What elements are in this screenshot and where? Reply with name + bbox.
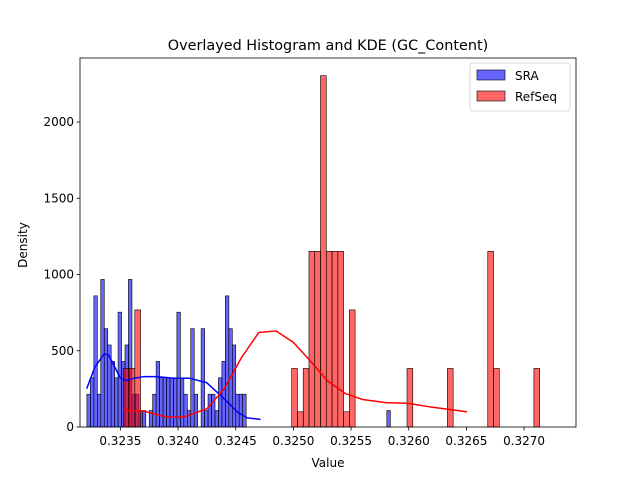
x-axis-label: Value <box>312 456 345 470</box>
refseq-bar <box>533 368 540 428</box>
refseq-bar <box>302 368 310 428</box>
sra-bar <box>225 295 230 428</box>
sra-bar <box>86 393 91 428</box>
x-tick-label: 0.3245 <box>215 434 257 448</box>
refseq-bar <box>343 411 350 428</box>
sra-bar <box>100 279 105 428</box>
x-tick-label: 0.3260 <box>388 434 430 448</box>
sra-bar <box>207 393 212 428</box>
sra-bar <box>117 311 122 428</box>
refseq-bar <box>297 411 304 428</box>
axes-layer: 0.3235 0.3240 0.3245 0.3250 0.3255 0.3260 0.32… <box>43 57 577 448</box>
refseq-bar <box>487 251 494 428</box>
refseq-bar <box>122 368 130 428</box>
x-tick-label: 0.3270 <box>503 434 545 448</box>
sra-bar <box>176 311 181 428</box>
legend-swatch-refseq <box>476 90 506 102</box>
legend-label-sra: SRA <box>515 69 539 83</box>
refseq-bar <box>134 309 141 428</box>
sra-bar <box>169 377 174 428</box>
x-tick-label: 0.3235 <box>99 434 141 448</box>
x-tick-label: 0.3265 <box>445 434 487 448</box>
y-tick-label: 1000 <box>43 268 74 282</box>
x-tick-label: 0.3250 <box>272 434 314 448</box>
sra-kde-line <box>86 353 261 421</box>
sra-bar <box>386 410 391 428</box>
refseq-bars <box>122 75 540 428</box>
refseq-bar <box>337 251 344 428</box>
sra-bar <box>200 328 205 428</box>
sra-bar <box>238 393 243 428</box>
sra-bar <box>103 328 109 428</box>
sra-bar <box>218 377 223 428</box>
sra-bar <box>152 393 157 428</box>
sra-bar <box>97 393 102 428</box>
sra-bar <box>183 393 188 428</box>
y-tick-label: 500 <box>51 344 74 358</box>
sra-bar <box>173 377 178 428</box>
refseq-bar <box>325 251 333 428</box>
legend: SRA RefSeq <box>469 62 571 112</box>
sra-bar <box>110 361 115 428</box>
y-axis-label: Density <box>16 222 30 268</box>
chart-title: Overlayed Histogram and KDE (GC_Content) <box>168 38 488 54</box>
sra-bar <box>231 344 237 428</box>
sra-bar <box>190 328 195 428</box>
refseq-bar <box>128 368 136 428</box>
sra-bar <box>193 393 199 428</box>
sra-bar <box>155 361 160 428</box>
sra-bar <box>90 377 95 428</box>
kde-layer <box>86 330 468 421</box>
sra-bar <box>180 377 185 428</box>
refseq-bar <box>406 368 414 428</box>
refseq-bar <box>291 368 298 428</box>
sra-bar <box>221 361 226 428</box>
sra-bar <box>204 410 209 428</box>
refseq-bar <box>349 309 356 428</box>
sra-bar <box>242 393 247 428</box>
x-tick-label: 0.3240 <box>157 434 199 448</box>
legend-swatch-sra <box>476 69 506 81</box>
sra-bar <box>141 410 147 428</box>
sra-bar <box>159 377 164 428</box>
sra-bar <box>114 377 119 428</box>
y-tick-label: 2000 <box>43 115 74 129</box>
legend-label-refseq: RefSeq <box>515 90 557 104</box>
refseq-kde-line <box>123 330 468 418</box>
refseq-bar <box>331 251 339 428</box>
refseq-bar <box>314 251 321 428</box>
refseq-bar <box>447 368 454 428</box>
sra-bar <box>166 377 171 428</box>
x-tick-label: 0.3255 <box>330 434 372 448</box>
sra-bar <box>93 295 98 428</box>
sra-bar <box>214 410 219 428</box>
plot-frame <box>79 57 577 428</box>
y-tick-label: 1500 <box>43 191 74 205</box>
y-tick-label: 0 <box>66 420 74 434</box>
refseq-bar <box>308 251 316 428</box>
sra-bar <box>186 410 192 428</box>
refseq-bar <box>493 368 500 428</box>
sra-bar <box>162 377 167 428</box>
